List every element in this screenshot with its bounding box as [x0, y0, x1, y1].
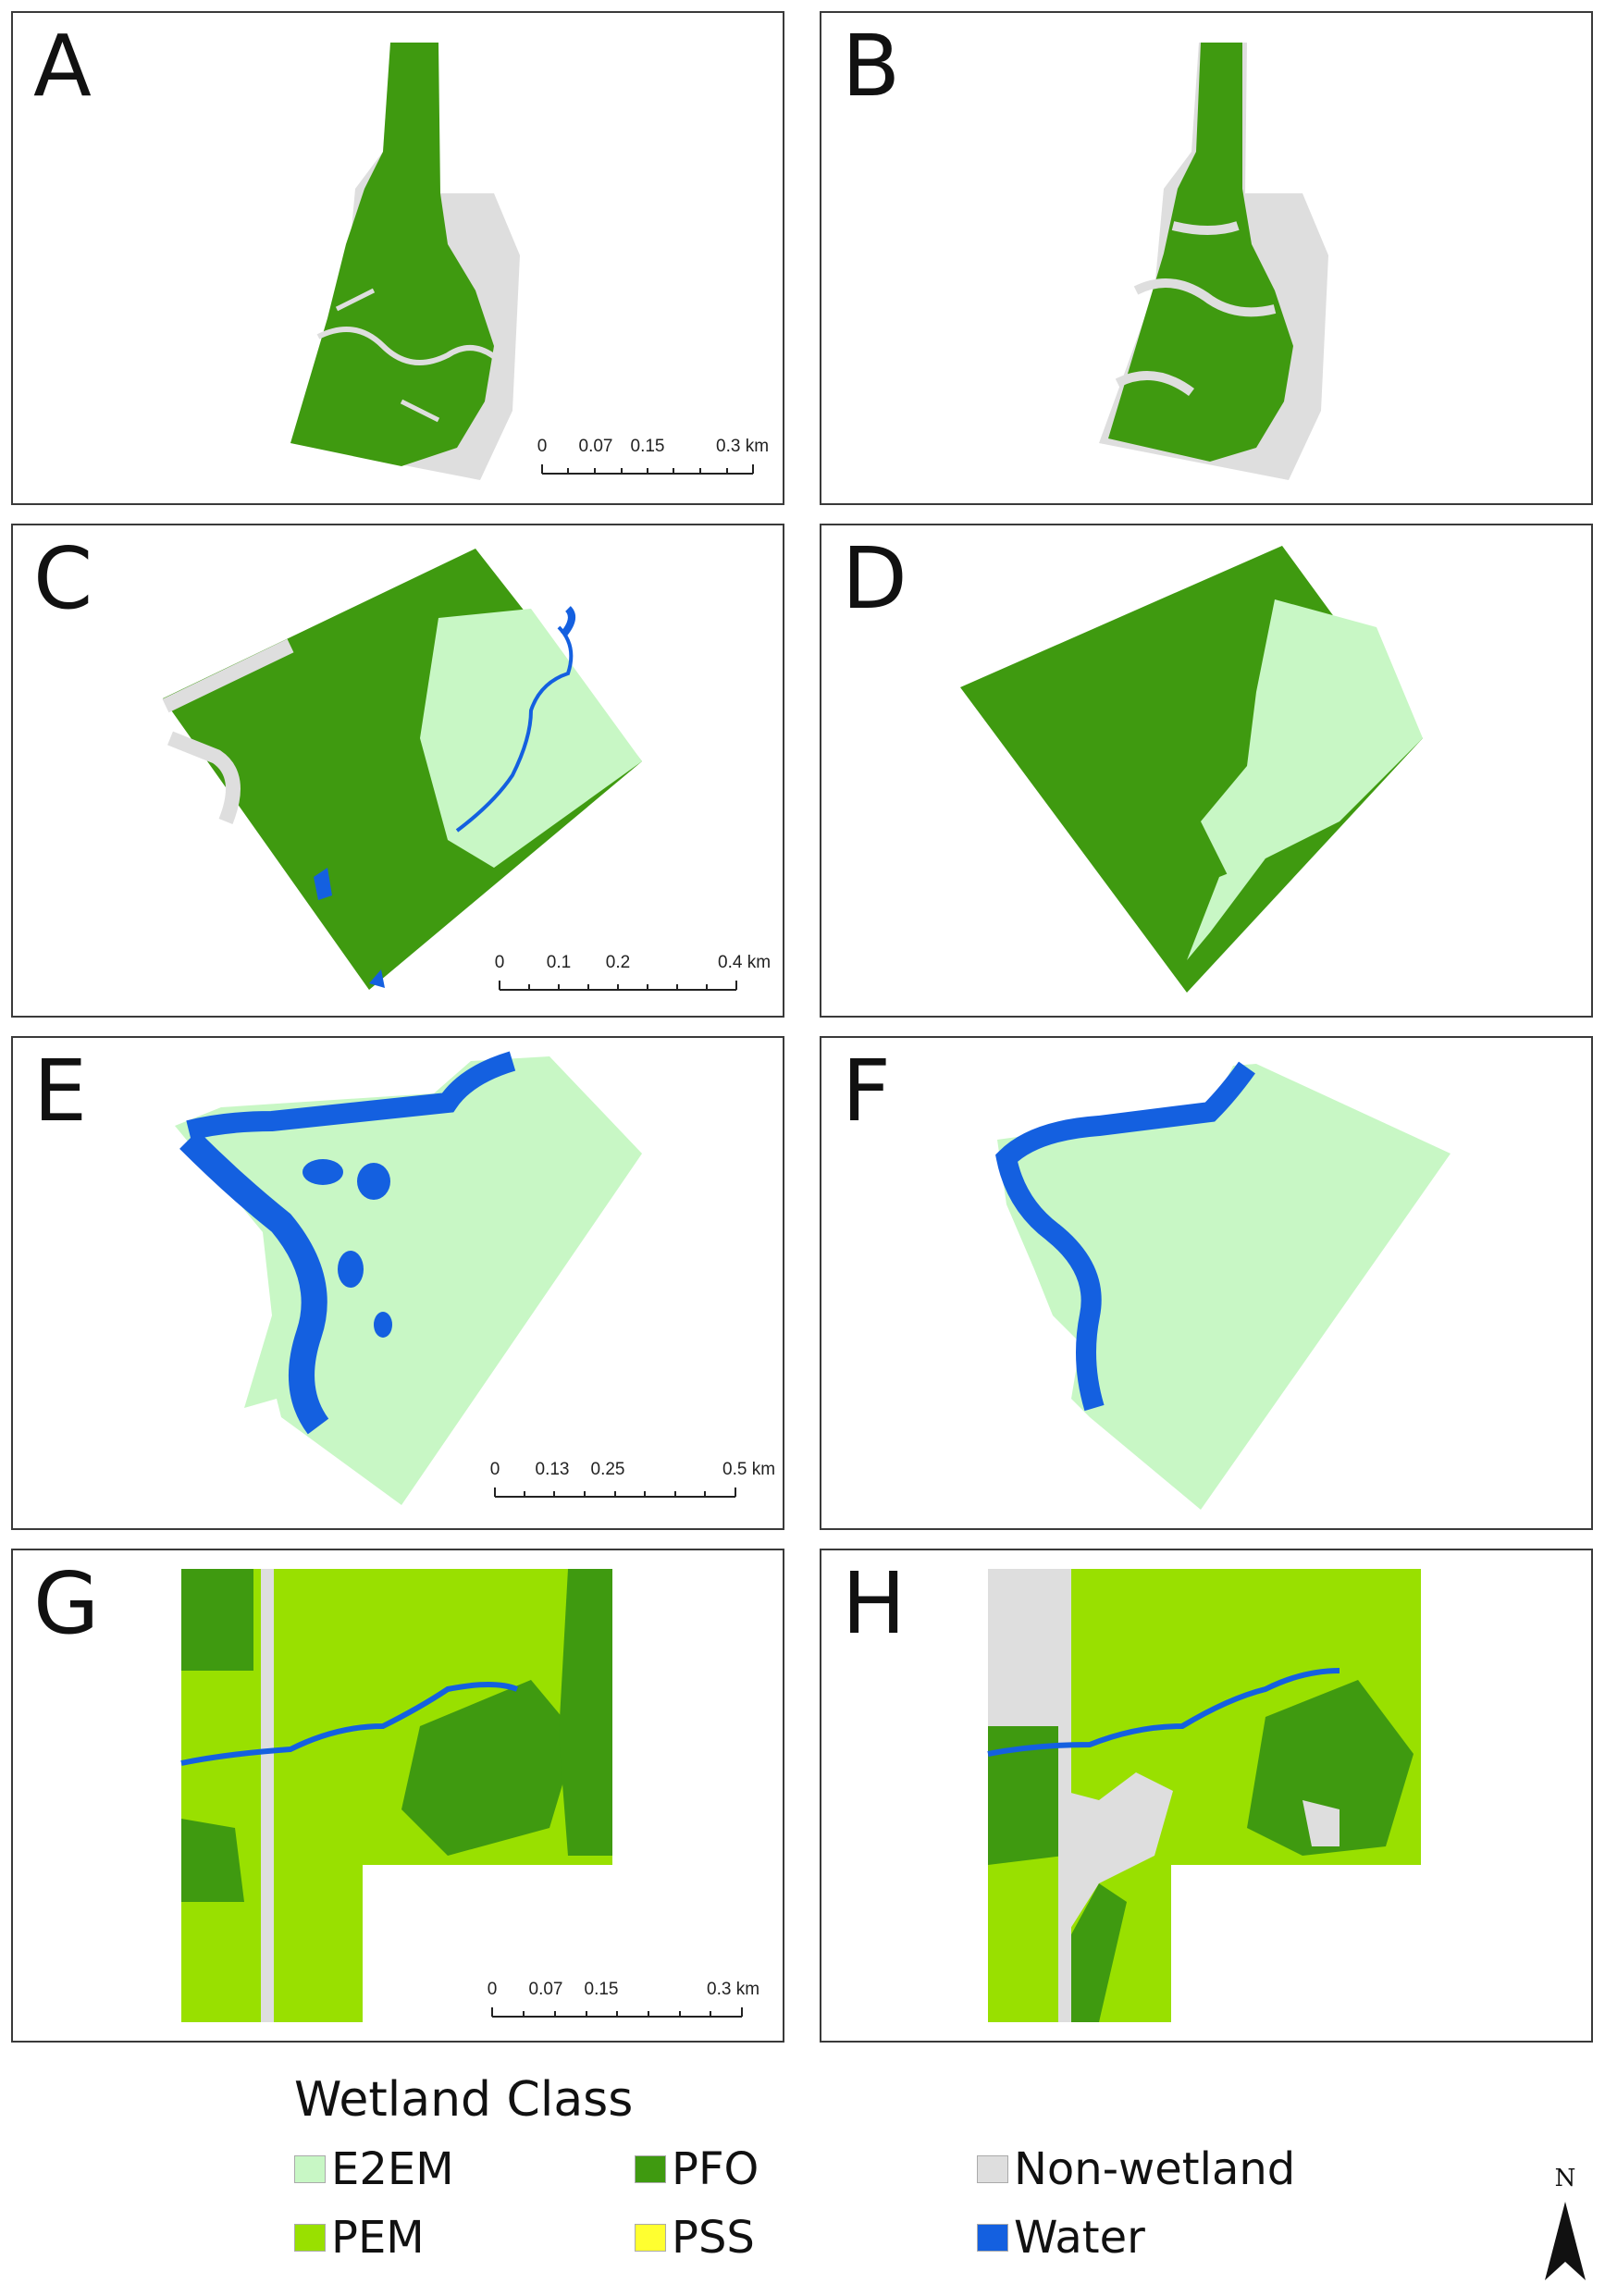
scale-label: 0.15 — [584, 1980, 619, 1999]
legend-label: PFO — [672, 2143, 759, 2195]
north-label: N — [1554, 2165, 1576, 2192]
map-h — [987, 1569, 1421, 2022]
scale-label: 0.07 — [578, 437, 613, 456]
legend-title: Wetland Class — [294, 2072, 634, 2128]
pfo-swatch — [635, 2155, 666, 2183]
map-g — [180, 1569, 612, 2022]
panel-a: A 0 0.07 0.15 0.3 km — [11, 11, 784, 505]
map-f — [995, 1061, 1451, 1510]
legend-label: PSS — [672, 2212, 755, 2264]
scale-label: 0 — [487, 1980, 498, 1999]
legend-item-pem: PEM — [294, 2212, 425, 2264]
scale-label: 0.3 km — [707, 1980, 760, 1999]
panel-label: B — [842, 17, 901, 116]
north-arrow-icon — [1545, 2202, 1586, 2280]
pss-swatch — [635, 2224, 666, 2252]
panel-label: G — [33, 1554, 100, 1653]
panel-h: H — [820, 1549, 1593, 2043]
panel-d: D — [820, 524, 1593, 1018]
panel-label: C — [33, 529, 93, 628]
legend-label: Non-wetland — [1014, 2143, 1296, 2195]
scale-label: 0.5 km — [722, 1460, 776, 1479]
scale-label: 0.15 — [630, 437, 665, 456]
panel-label: D — [842, 529, 907, 628]
scale-label: 0 — [489, 1460, 500, 1479]
panel-label: F — [842, 1042, 891, 1141]
scale-label: 0.25 — [590, 1460, 625, 1479]
map-b — [1099, 43, 1328, 480]
panel-b: B — [820, 11, 1593, 505]
scale-bar: 0 0.1 0.2 0.4 km — [485, 953, 771, 999]
panel-c: C 0 0.1 0.2 0.4 km — [11, 524, 784, 1018]
scale-label: 0.07 — [528, 1980, 563, 1999]
legend-label: Water — [1014, 2212, 1145, 2264]
map-e — [175, 1051, 642, 1505]
water-swatch — [977, 2224, 1008, 2252]
legend-item-pfo: PFO — [635, 2143, 759, 2195]
map-c — [162, 549, 642, 990]
legend-label: PEM — [331, 2212, 425, 2264]
pem-swatch — [294, 2224, 326, 2252]
panel-e: E 0 0.13 0.25 0.5 km — [11, 1036, 784, 1530]
non-wetland-swatch — [977, 2155, 1008, 2183]
legend-item-water: Water — [977, 2212, 1145, 2264]
scale-label: 0 — [537, 437, 548, 456]
scale-label: 0.2 — [605, 953, 631, 972]
panel-label: E — [33, 1042, 88, 1141]
map-a — [290, 43, 520, 480]
panel-label: H — [842, 1554, 907, 1653]
scale-label: 0.4 km — [718, 953, 772, 972]
scale-label: 0 — [494, 953, 505, 972]
scale-label: 0.13 — [535, 1460, 570, 1479]
scale-label: 0.3 km — [716, 437, 770, 456]
legend-item-e2em: E2EM — [294, 2143, 454, 2195]
panel-label: A — [33, 17, 92, 116]
scale-bar: 0 0.07 0.15 0.3 km — [524, 437, 769, 483]
e2em-swatch — [294, 2155, 326, 2183]
scale-bar: 0 0.13 0.25 0.5 km — [480, 1460, 776, 1506]
panel-f: F — [820, 1036, 1593, 1530]
map-d — [960, 546, 1423, 993]
legend-item-pss: PSS — [635, 2212, 755, 2264]
legend-item-non-wetland: Non-wetland — [977, 2143, 1296, 2195]
scale-bar: 0 0.07 0.15 0.3 km — [477, 1980, 773, 2026]
scale-label: 0.1 — [546, 953, 572, 972]
panel-g: G 0 0.07 0.15 0.3 km — [11, 1549, 784, 2043]
north-arrow: N — [1536, 2165, 1595, 2285]
legend-label: E2EM — [331, 2143, 454, 2195]
